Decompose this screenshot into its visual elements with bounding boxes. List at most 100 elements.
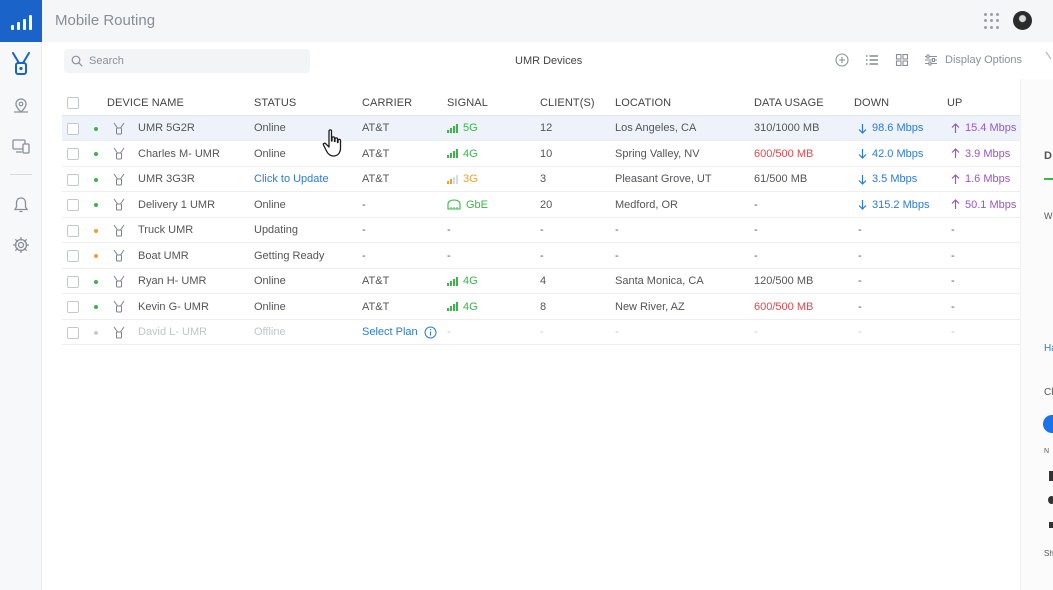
device-name[interactable]: Charles M- UMR [138, 147, 220, 160]
table-row[interactable]: UMR 5G2R Online AT&T 5G 12 Los Angeles, CA 310… [62, 115, 1020, 141]
row-checkbox[interactable] [67, 326, 79, 339]
device-name[interactable]: Kevin G- UMR [138, 300, 209, 313]
signal-text: 4G [463, 147, 478, 160]
device-up: - [951, 294, 955, 319]
signal-text: 5G [463, 122, 478, 134]
panel-item-icon [1049, 522, 1053, 528]
table-row[interactable]: Ryan H- UMR Online AT&T 4G 4 Santa Monica, CA… [62, 269, 1020, 294]
carrier-text: AT&T [362, 122, 390, 134]
device-name[interactable]: Boat UMR [138, 249, 189, 262]
up-speed: - [951, 249, 955, 262]
table-row[interactable]: David L- UMR Offline Select Plan - - - - - - [62, 320, 1020, 345]
header-device-name[interactable]: DEVICE NAME [107, 96, 184, 109]
umr-device-icon [113, 198, 125, 211]
display-options-button[interactable]: Display Options [945, 54, 1023, 66]
device-name[interactable]: UMR 3G3R [138, 173, 195, 185]
signal-bars-icon[interactable] [0, 0, 42, 42]
panel-fragment: W [1044, 211, 1053, 221]
device-name[interactable]: Ryan H- UMR [138, 275, 207, 287]
device-data-usage: 600/500 MB [754, 300, 814, 313]
device-status: Online [254, 300, 286, 313]
chevron-right-icon[interactable] [1045, 50, 1053, 68]
device-carrier: - [362, 192, 366, 217]
table-row[interactable]: Kevin G- UMR Online AT&T 4G 8 New River, AZ 60… [62, 294, 1020, 320]
row-checkbox[interactable] [67, 173, 79, 186]
device-name[interactable]: Delivery 1 UMR [138, 198, 216, 211]
header-signal[interactable]: SIGNAL [447, 96, 488, 109]
app-title: Mobile Routing [55, 12, 156, 29]
sliders-icon[interactable] [924, 53, 938, 67]
header-data-usage[interactable]: DATA USAGE [754, 96, 824, 109]
umr-device-icon [113, 275, 125, 287]
row-checkbox[interactable] [67, 148, 79, 160]
header-location[interactable]: LOCATION [615, 96, 672, 109]
panel-item-icon [1048, 496, 1053, 504]
device-data-usage: 61/500 MB [754, 173, 808, 185]
device-down: 98.6 Mbps [858, 116, 923, 141]
sidebar-item-map[interactable] [0, 86, 42, 126]
header-up[interactable]: UP [947, 96, 963, 109]
up-speed: 3.9 Mbps [965, 147, 1011, 160]
header-status[interactable]: STATUS [254, 96, 297, 109]
device-up: 50.1 Mbps [951, 192, 1016, 217]
signal-bars-icon [447, 276, 458, 286]
up-speed: 1.6 Mbps [965, 173, 1011, 185]
device-carrier: AT&T [362, 269, 389, 294]
info-icon[interactable] [424, 326, 437, 339]
row-checkbox[interactable] [67, 224, 79, 237]
table-row[interactable]: UMR 3G3R Click to Update AT&T 3G 3 Pleasant G… [62, 167, 1020, 192]
table-row[interactable]: Truck UMR Updating - - - - - - - [62, 218, 1020, 243]
signal-text: 3G [463, 173, 478, 185]
device-data-usage: - [754, 224, 758, 236]
row-checkbox[interactable] [67, 250, 79, 262]
table-row[interactable]: Delivery 1 UMR Online - GbE 20 Medford, OR - 31… [62, 192, 1020, 218]
device-status[interactable]: Click to Update [254, 173, 329, 185]
device-status: Getting Ready [254, 249, 325, 262]
row-checkbox[interactable] [67, 199, 79, 211]
device-carrier[interactable]: Select Plan [362, 320, 437, 345]
grid-view-icon[interactable] [895, 53, 909, 67]
search-box[interactable] [64, 49, 310, 73]
device-name[interactable]: Truck UMR [138, 224, 194, 236]
device-down: - [858, 320, 862, 345]
top-bar: Mobile Routing [0, 0, 1053, 42]
panel-toggle[interactable] [1043, 415, 1053, 433]
list-view-icon[interactable] [865, 53, 879, 67]
table-row[interactable]: Boat UMR Getting Ready - - - - - - - [62, 243, 1020, 269]
device-down: 315.2 Mbps [858, 192, 929, 217]
row-checkbox[interactable] [67, 122, 79, 135]
status-dot [94, 254, 98, 258]
panel-link[interactable]: Ha [1044, 343, 1053, 354]
header-carrier[interactable]: CARRIER [362, 96, 413, 109]
carrier-text: AT&T [362, 173, 390, 185]
sidebar-item-clients[interactable] [0, 126, 42, 166]
hand-cursor-icon [322, 129, 342, 157]
signal-text: - [447, 224, 451, 236]
device-location: Medford, OR [615, 198, 678, 211]
header-clients[interactable]: CLIENT(S) [540, 96, 595, 109]
arrow-down-icon [858, 149, 867, 159]
apps-grid-icon[interactable] [984, 13, 1000, 29]
device-location: New River, AZ [615, 300, 685, 313]
status-dot [94, 203, 98, 207]
arrow-down-icon [858, 174, 867, 185]
device-location: - [615, 326, 619, 338]
device-location: - [615, 224, 619, 236]
device-name[interactable]: UMR 5G2R [138, 122, 195, 134]
search-input[interactable] [89, 55, 289, 67]
sidebar-item-alerts[interactable] [0, 185, 42, 225]
table-row[interactable]: Charles M- UMR Online AT&T 4G 10 Spring Valle… [62, 141, 1020, 167]
header-down[interactable]: DOWN [854, 96, 890, 109]
sidebar-item-devices[interactable] [0, 44, 42, 84]
row-checkbox[interactable] [67, 275, 79, 288]
sidebar-item-settings[interactable] [0, 225, 42, 265]
plus-circle-icon[interactable] [835, 53, 849, 67]
device-clients: 12 [540, 122, 553, 134]
select-all-checkbox[interactable] [67, 97, 79, 109]
sidebar [0, 42, 42, 590]
avatar[interactable] [1013, 11, 1032, 30]
umr-device-icon [113, 300, 125, 313]
device-name[interactable]: David L- UMR [138, 326, 208, 338]
row-checkbox[interactable] [67, 301, 79, 313]
signal-text: - [447, 249, 451, 262]
